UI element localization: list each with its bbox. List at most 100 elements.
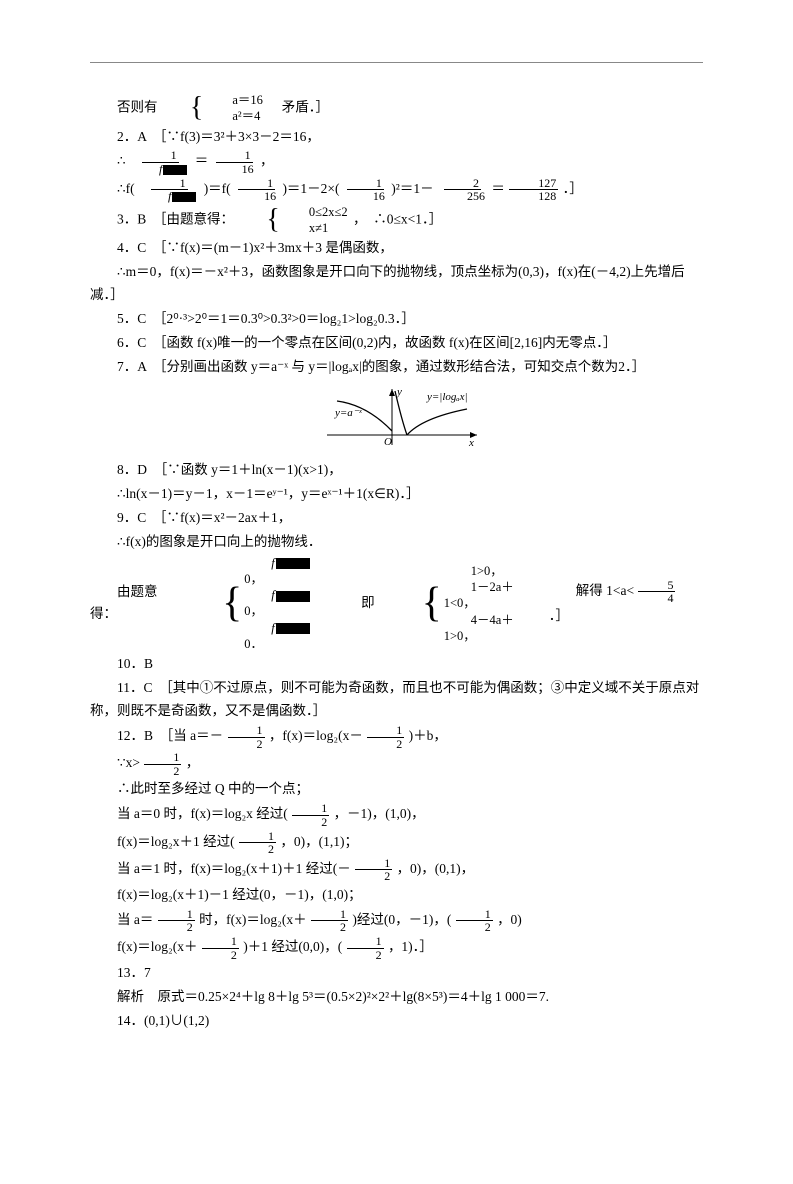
answer-6: 6．C ［函数 f(x)唯一的一个零点在区间(0,2)内，故函数 f(x)在区间… [90, 332, 703, 355]
text: ∴m＝0，f(x)＝－x²＋3，函数图象是开口向下的抛物线，顶点坐标为(0,3)… [90, 264, 685, 302]
text: 14．(0,1)∪(1,2) [117, 1013, 209, 1028]
text: 解得 1<a< [576, 583, 634, 598]
fraction: 5 4 [638, 579, 675, 605]
answer-9: 9．C ［∵f(x)＝x²－2ax＋1， [90, 507, 703, 530]
text: 5．C ［2⁰·³>2⁰＝1＝0.3⁰>0.3²>0＝log₂1>log₂0.3… [117, 311, 415, 326]
text: ∵x> [117, 755, 140, 770]
text: 由题意得： [90, 581, 175, 627]
text: ，0) [497, 912, 522, 927]
eq-top: a＝16 [205, 92, 263, 108]
text: 13．7 [117, 965, 151, 980]
fraction: 12 [202, 935, 239, 961]
fraction: 12 [347, 935, 384, 961]
x-axis-label: x [468, 437, 474, 449]
line-26: f(x)＝log₂(x＋ 12 )＋1 经过(0,0)，( 12 ，1)．］ [90, 935, 703, 961]
text: 当 a＝1 时，f(x)＝log₂(x＋1)＋1 经过(－ [117, 861, 351, 876]
fraction: 127 128 [509, 177, 558, 203]
text: ∴ [117, 154, 126, 169]
text: 7．A ［分别画出函数 y＝a⁻ˣ 与 y＝|logₐx|的图象，通过数形结合法… [90, 359, 645, 374]
text: 6．C ［函数 f(x)唯一的一个零点在区间(0,2)内，故函数 f(x)在区间… [117, 335, 616, 350]
text: ， [260, 154, 274, 169]
eq-bot: x≠1 [282, 220, 348, 236]
text: 9．C ［∵f(x)＝x²－2ax＋1， [117, 510, 291, 525]
fraction: 12 [456, 908, 493, 934]
row: 1>0， [444, 563, 531, 579]
line-14: ∴f(x)的图象是开口向上的抛物线． [90, 531, 703, 554]
text: ∴此时至多经过 Q 中的一个点； [117, 781, 309, 796]
line-3: ∴ 1 f ＝ 1 16 ， [90, 149, 703, 175]
text: 11．C ［其中①不过原点，则不可能为奇函数，而且也不可能为偶函数；③中定义域不… [90, 680, 699, 718]
text: 2．A ［∵f(3)＝3²＋3×3－2＝16， [117, 129, 320, 144]
text: )＋b， [409, 728, 447, 743]
fraction: 12 [228, 724, 265, 750]
y-axis-label: y [396, 386, 402, 398]
text: ，－1)，(1,0)， [334, 807, 425, 822]
text: 当 a＝0 时，f(x)＝log₂x 经过( [117, 807, 288, 822]
brace-system-left: { f0， f0， f0． [195, 555, 316, 653]
text: )＝1－2×( [282, 181, 339, 196]
text: ，1)．］ [388, 939, 433, 954]
fraction: 1 16 [213, 149, 256, 175]
fraction: 12 [367, 724, 404, 750]
row: f0， [244, 587, 316, 620]
fraction: 2 256 [438, 177, 487, 203]
fraction: 1 f [139, 177, 199, 203]
brace-left: { [395, 582, 442, 624]
text: 8．D ［∵函数 y＝1＋ln(x－1)(x>1)， [117, 462, 342, 477]
answer-14: 14．(0,1)∪(1,2) [90, 1010, 703, 1033]
fraction: 12 [311, 908, 348, 934]
text: 3．B ［由题意得： [117, 211, 234, 226]
text: 否则有 [117, 99, 158, 114]
text: 即 [334, 592, 375, 615]
line-1: 否则有 { a＝16 a²＝4 矛盾．］ [90, 92, 703, 125]
text: ， [186, 755, 200, 770]
row: f0． [244, 620, 316, 653]
text: ，f(x)＝log₂(x－ [269, 728, 363, 743]
line-19: ∵x> 12 ， [90, 751, 703, 777]
redaction [172, 192, 196, 202]
text: )经过(0，－1)，( [352, 912, 451, 927]
redaction [276, 558, 310, 569]
eq-bot: a²＝4 [205, 108, 263, 124]
origin-label: O [384, 436, 392, 448]
text: ∴f(x)的图象是开口向上的抛物线． [117, 534, 321, 549]
text: f(x)＝log₂(x＋ [117, 939, 197, 954]
line-20: ∴此时至多经过 Q 中的一个点； [90, 778, 703, 801]
label-right: y=|logₐx| [426, 391, 468, 403]
document-page: 否则有 { a＝16 a²＝4 矛盾．］ 2．A ［∵f(3)＝3²＋3×3－2… [90, 62, 703, 1033]
answer-7: 7．A ［分别画出函数 y＝a⁻ˣ 与 y＝|logₐx|的图象，通过数形结合法… [90, 356, 703, 379]
text: 时，f(x)＝log₂(x＋ [199, 912, 306, 927]
row: 1－2a＋1<0， [444, 579, 531, 612]
fraction: 12 [158, 908, 195, 934]
answer-10: 10．B [90, 653, 703, 676]
line-24: f(x)＝log₂(x＋1)－1 经过(0，－1)，(1,0)； [90, 884, 703, 907]
fraction: 1 16 [344, 177, 387, 203]
answer-11: 11．C ［其中①不过原点，则不可能为奇函数，而且也不可能为偶函数；③中定义域不… [90, 677, 703, 723]
text: ＝ [195, 154, 209, 169]
text: 矛盾．］ [268, 99, 329, 114]
text: ，0)，(0,1)， [397, 861, 475, 876]
brace-left: { [239, 206, 279, 234]
fraction: 1 f [130, 149, 190, 175]
text: )＋1 经过(0,0)，( [243, 939, 342, 954]
fraction: 12 [239, 830, 276, 856]
brace-system-right: { 1>0， 1－2a＋1<0， 4－4a＋1>0， [395, 563, 531, 644]
brace-system: { a＝16 a²＝4 [163, 92, 263, 125]
redaction [276, 591, 310, 602]
line-7: ∴m＝0，f(x)＝－x²＋3，函数图象是开口向下的抛物线，顶点坐标为(0,3)… [90, 261, 703, 307]
redaction [276, 623, 310, 634]
row: f0， [244, 555, 316, 588]
line-23: 当 a＝1 时，f(x)＝log₂(x＋1)＋1 经过(－ 12 ，0)，(0,… [90, 857, 703, 883]
line-25: 当 a＝ 12 时，f(x)＝log₂(x＋ 12 )经过(0，－1)，( 12… [90, 908, 703, 934]
text: ∴ln(x－1)＝y－1，x－1＝eʸ⁻¹，y＝eˣ⁻¹＋1(x∈R)．］ [117, 486, 420, 501]
text: )＝f( [204, 181, 231, 196]
graph-figure: y=a⁻ˣ y=|logₐx| O x y [90, 383, 703, 453]
fraction: 1 16 [235, 177, 278, 203]
text: ∴f( [117, 181, 135, 196]
answer-5: 5．C ［2⁰·³>2⁰＝1＝0.3⁰>0.3²>0＝log₂1>log₂0.3… [90, 308, 703, 331]
text: 12．B ［当 a＝－ [117, 728, 223, 743]
answer-2: 2．A ［∵f(3)＝3²＋3×3－2＝16， [90, 126, 703, 149]
line-15: 由题意得： { f0， f0， f0． 即 { 1>0， 1－2a＋1<0， 4… [90, 555, 703, 653]
answer-3: 3．B ［由题意得： { 0≤2x≤2 x≠1 ， ∴0≤x<1．］ [90, 204, 703, 237]
line-4: ∴f( 1 f )＝f( 1 16 )＝1－2×( 1 16 )²＝1－ 2 2… [90, 177, 703, 203]
